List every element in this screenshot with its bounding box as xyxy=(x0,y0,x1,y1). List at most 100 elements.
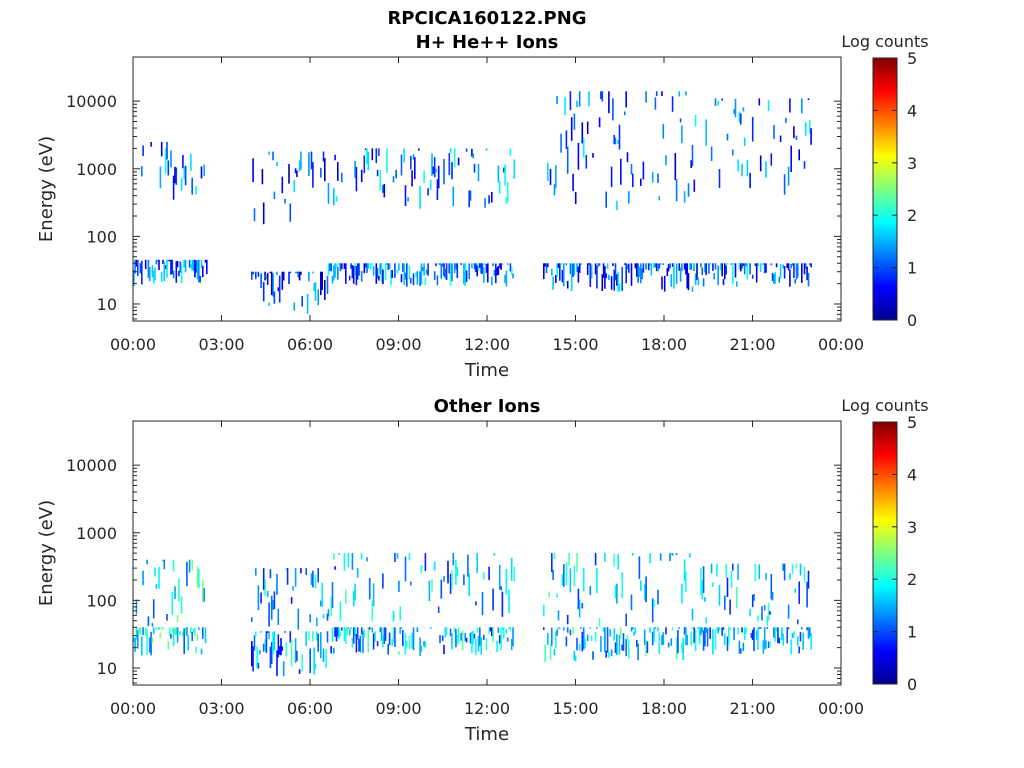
spectrogram-cell xyxy=(392,176,395,183)
spectrogram-cell xyxy=(327,263,330,276)
spectrogram-cell xyxy=(339,263,342,272)
spectrogram-cell xyxy=(171,627,174,632)
y-tick-label: 100 xyxy=(86,591,117,610)
spectrogram-cell xyxy=(270,642,273,665)
spectrogram-cell xyxy=(620,158,622,185)
spectrogram-cell xyxy=(314,282,317,301)
spectrogram-cell xyxy=(282,661,285,677)
spectrogram-cell xyxy=(649,263,651,266)
spectrogram-cell xyxy=(155,259,158,265)
spectrogram-cell xyxy=(651,598,654,623)
spectrogram-cell xyxy=(276,161,278,167)
spectrogram-cell xyxy=(390,269,392,286)
spectrogram-cell xyxy=(657,173,659,183)
colorbar-tick-label: 3 xyxy=(907,154,917,173)
spectrogram-cell xyxy=(360,553,363,560)
spectrogram-cell xyxy=(252,158,254,183)
spectrogram-cell xyxy=(485,638,488,650)
spectrogram-cell xyxy=(352,590,355,607)
spectrogram-cell xyxy=(758,564,761,580)
spectrogram-cell xyxy=(590,264,593,279)
spectrogram-cell xyxy=(794,588,796,593)
spectrogram-cell xyxy=(262,282,265,302)
panel-title: H+ He++ Ions xyxy=(416,32,559,53)
spectrogram-cell xyxy=(759,263,762,272)
spectrogram-cell xyxy=(327,609,330,617)
spectrogram-cell xyxy=(556,629,558,636)
spectrogram-cell xyxy=(617,554,619,570)
spectrogram-cell xyxy=(455,263,457,270)
spectrogram-cell xyxy=(628,263,630,273)
spectrogram-cell xyxy=(366,557,368,562)
spectrogram-cell xyxy=(720,263,722,271)
spectrogram-cell xyxy=(313,283,315,292)
spectrogram-cell xyxy=(412,154,415,160)
spectrogram-cell xyxy=(379,263,382,275)
spectrogram-cell xyxy=(138,627,140,635)
spectrogram-cell xyxy=(781,627,783,640)
spectrogram-cell xyxy=(767,100,770,112)
spectrogram-cell xyxy=(308,631,310,641)
spectrogram-cell xyxy=(572,627,574,635)
spectrogram-cell xyxy=(449,148,452,153)
spectrogram-cell xyxy=(782,563,784,571)
spectrogram-cell xyxy=(697,627,700,629)
spectrogram-cell xyxy=(301,654,303,672)
spectrogram-cell xyxy=(383,184,386,198)
spectrogram-cell xyxy=(341,627,343,631)
spectrogram-cell xyxy=(452,553,455,566)
spectrogram-cell xyxy=(493,270,496,276)
spectrogram-cell xyxy=(437,606,440,613)
spectrogram-cell xyxy=(645,576,647,603)
spectrogram-cell xyxy=(427,263,429,276)
spectrogram-cell xyxy=(402,263,404,272)
spectrogram-cell xyxy=(312,631,314,642)
spectrogram-cell xyxy=(359,635,362,653)
spectrogram-cell xyxy=(733,627,735,640)
spectrogram-cell xyxy=(183,166,185,180)
spectrogram-cell xyxy=(608,652,610,658)
spectrogram-cell xyxy=(433,271,436,280)
spectrogram-cell xyxy=(685,263,687,275)
spectrogram-cell xyxy=(721,98,723,101)
spectrogram-cell xyxy=(557,263,560,268)
spectrogram-cell xyxy=(151,265,154,278)
spectrogram-cell xyxy=(505,197,508,204)
spectrogram-cell xyxy=(488,627,490,634)
spectrogram-cell xyxy=(164,265,167,269)
spectrogram-cell xyxy=(789,573,791,580)
colorbar-tick-label: 3 xyxy=(907,518,917,537)
spectrogram-cell xyxy=(601,274,604,291)
spectrogram-cell xyxy=(702,566,705,593)
spectrogram-cell xyxy=(775,627,778,632)
spectrogram-cell xyxy=(175,261,178,283)
spectrogram-cell xyxy=(697,277,700,286)
spectrogram-cell xyxy=(734,263,737,278)
spectrogram-cell xyxy=(330,263,332,272)
spectrogram-cell xyxy=(278,646,281,655)
spectrogram-cell xyxy=(312,271,314,274)
spectrogram-cell xyxy=(146,559,148,565)
spectrogram-cell xyxy=(678,91,681,97)
spectrogram-cell xyxy=(543,604,545,616)
spectrogram-cell xyxy=(700,263,702,268)
y-tick-label: 10000 xyxy=(66,92,117,111)
spectrogram-cell xyxy=(565,636,568,647)
spectrogram-cell xyxy=(743,263,746,275)
spectrogram-cell xyxy=(787,627,790,630)
spectrogram-cell xyxy=(658,196,661,201)
spectrogram-cell xyxy=(360,270,363,282)
spectrogram-cell xyxy=(182,631,184,637)
spectrogram-cell xyxy=(791,633,794,638)
spectrogram-cell xyxy=(614,263,617,281)
spectrogram-cell xyxy=(356,567,359,578)
spectrogram-cell xyxy=(204,259,207,263)
spectrogram-cell xyxy=(264,271,266,281)
spectrogram-cell xyxy=(265,274,268,279)
spectrogram-cell xyxy=(553,553,556,560)
spectrogram-cell xyxy=(807,627,810,640)
spectrogram-cell xyxy=(501,591,504,617)
spectrogram-cell xyxy=(351,638,354,648)
spectrogram-cell xyxy=(471,631,473,653)
spectrogram-cell xyxy=(578,644,581,651)
